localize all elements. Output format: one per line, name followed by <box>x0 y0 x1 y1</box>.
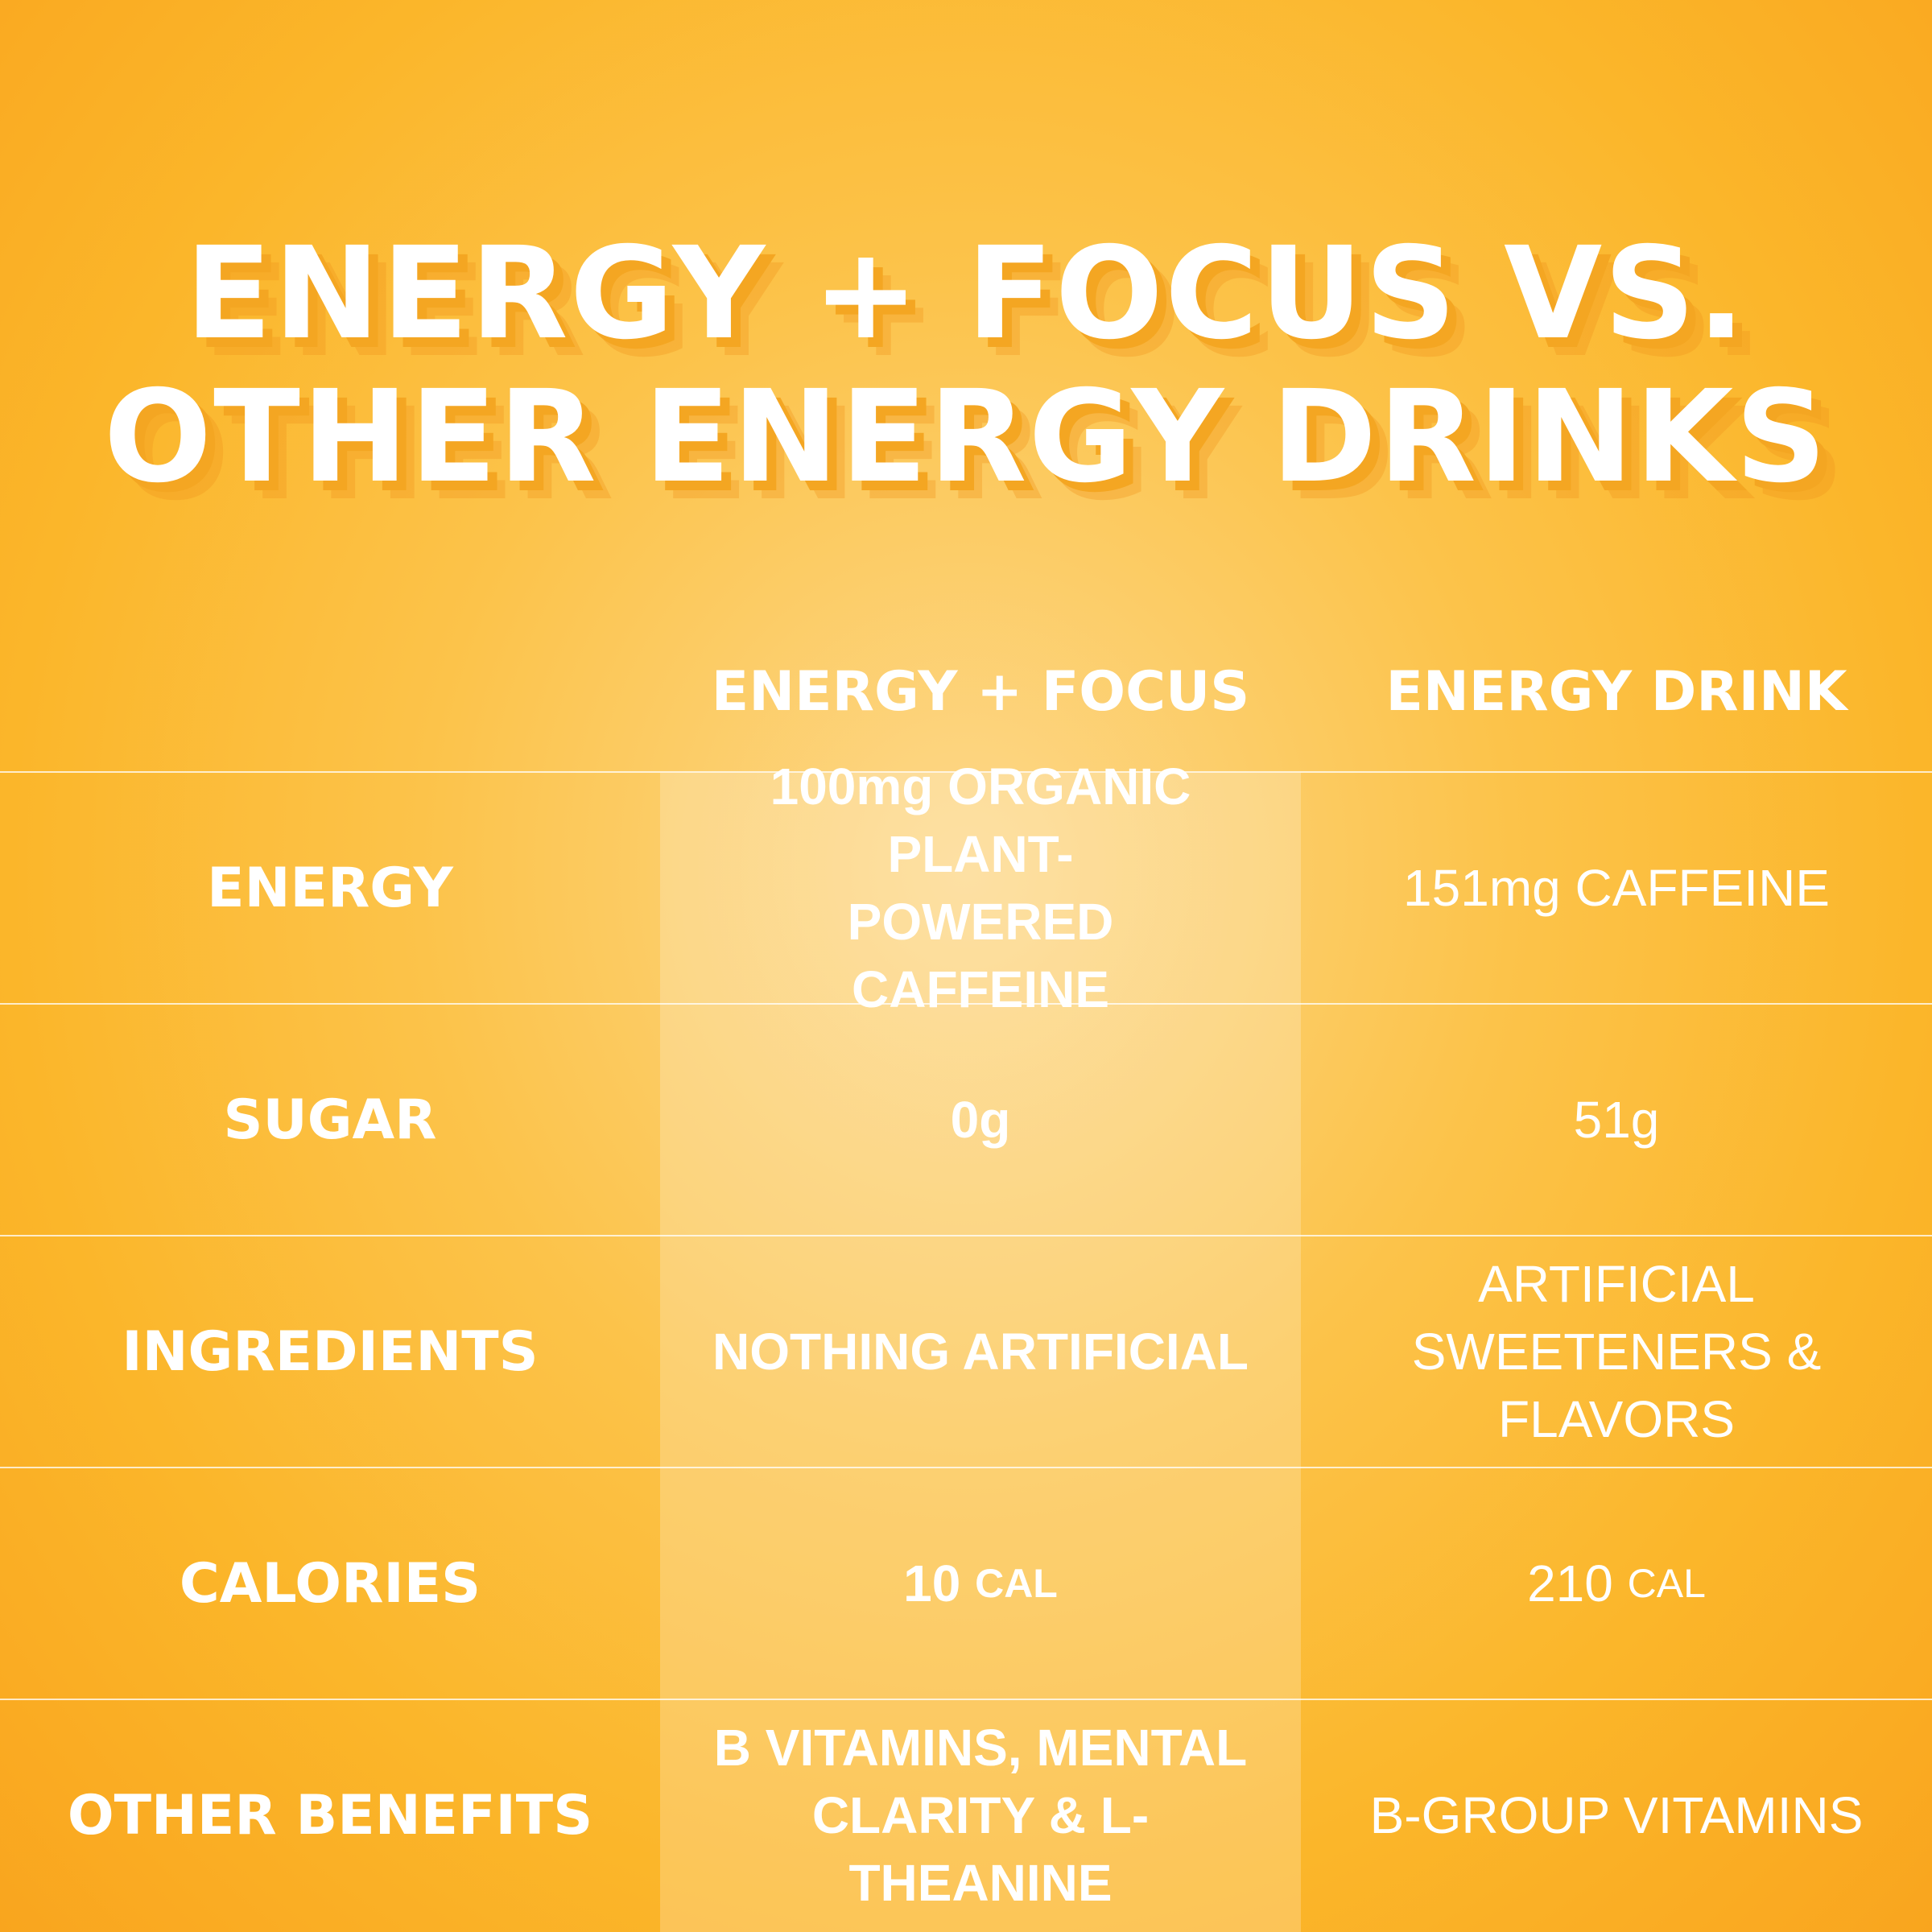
energy-focus-value: 0g <box>950 1091 1011 1149</box>
table-row-sugar: SUGAR 0g 51g <box>0 1003 1932 1235</box>
table-row-other-benefits: OTHER BENEFITS B VITAMINS, MENTAL CLARIT… <box>0 1699 1932 1930</box>
column-header-energy-focus: ENERGY + FOCUS <box>711 660 1250 724</box>
energy-drink-value: 210 CAL <box>1301 1468 1932 1699</box>
energy-drink-value: ARTIFICIAL SWEETENERS & FLAVORS <box>1411 1255 1822 1448</box>
energy-drink-value: 151mg CAFFEINE <box>1403 859 1830 917</box>
title-line-2: OTHER ENERGY DRINKS <box>103 362 1829 511</box>
row-label-sugar: SUGAR <box>223 1088 437 1152</box>
energy-focus-value: 10 CAL <box>660 1468 1301 1699</box>
row-label-energy: ENERGY <box>207 856 453 920</box>
page-title: ENERGY + FOCUS VS. OTHER ENERGY DRINKS <box>0 222 1932 509</box>
calories-value: 210 <box>1527 1554 1613 1612</box>
energy-drink-value: 51g <box>1573 1091 1660 1149</box>
row-label-ingredients: INGREDIENTS <box>122 1319 539 1384</box>
table-row-ingredients: INGREDIENTS NOTHING ARTIFICIAL ARTIFICIA… <box>0 1235 1932 1467</box>
row-label-calories: CALORIES <box>179 1551 481 1616</box>
energy-focus-value: B VITAMINS, MENTAL CLARITY & L-THEANINE <box>713 1719 1248 1912</box>
table-row-energy: ENERGY 100mg ORGANIC PLANT-POWERED CAFFE… <box>0 758 1932 1018</box>
calories-unit: CAL <box>1627 1561 1706 1606</box>
energy-focus-value: 100mg ORGANIC PLANT-POWERED CAFFEINE <box>770 758 1191 1018</box>
calories-unit: CAL <box>975 1561 1058 1606</box>
column-header-energy-drink: ENERGY DRINK <box>1385 660 1847 724</box>
calories-value: 10 <box>903 1554 961 1612</box>
row-label-other-benefits: OTHER BENEFITS <box>67 1783 593 1847</box>
energy-focus-value: NOTHING ARTIFICIAL <box>712 1323 1249 1381</box>
energy-drink-value: B-GROUP VITAMINS <box>1369 1786 1864 1844</box>
highlight-column <box>660 773 1301 1932</box>
title-line-1: ENERGY + FOCUS VS. <box>184 219 1748 368</box>
table-row-calories: CALORIES 10 CAL 210 CAL <box>0 1467 1932 1699</box>
